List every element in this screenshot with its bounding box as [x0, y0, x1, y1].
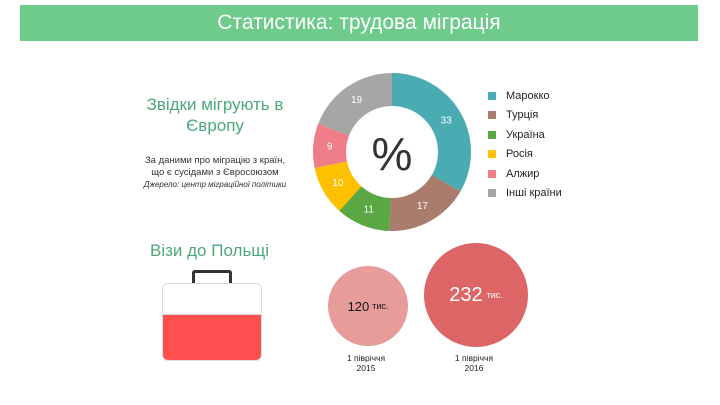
donut-slice-label-1: 33: [441, 115, 453, 126]
donut-slice-label-4: 10: [332, 178, 344, 189]
legend-swatch-1: [488, 91, 496, 100]
visa-value-2016: 232: [449, 283, 483, 306]
suitcase-flag-icon: [162, 283, 262, 361]
migration-donut-chart: 33 17 11 10 9 19%: [313, 73, 471, 231]
legend-swatch-5: [488, 169, 496, 178]
period-2015: 1 півріччя 2015: [326, 353, 406, 373]
legend-item-3: Україна: [488, 125, 562, 145]
legend-swatch-3: [488, 130, 496, 139]
migration-heading-line1: Звідки мігрують в: [146, 95, 284, 114]
legend-item-6: Інші країни: [488, 184, 562, 204]
flag-white-stripe: [163, 284, 261, 315]
period-2016-line1: 1 півріччя: [454, 353, 494, 363]
donut-slice-4: [314, 161, 362, 211]
legend-swatch-6: [488, 189, 496, 198]
page-title: Статистика: трудова міграція: [20, 5, 698, 41]
donut-slice-1: [392, 73, 471, 192]
legend-swatch-4: [488, 150, 496, 159]
legend-label-6: Інші країни: [506, 187, 562, 200]
donut-slice-2: [389, 175, 461, 231]
flag-red-stripe: [163, 315, 261, 360]
donut-slice-3: [339, 186, 391, 231]
legend-item-5: Алжир: [488, 164, 562, 184]
period-2015-line1: 1 півріччя: [346, 353, 386, 363]
visa-heading: Візи до Польщі: [150, 241, 270, 260]
suitcase-handle: [192, 270, 232, 284]
legend-label-2: Турція: [506, 109, 539, 122]
donut-slice-label-6: 19: [351, 95, 363, 106]
donut-slice-6: [318, 73, 392, 136]
donut-center-label: %: [372, 128, 413, 180]
migration-heading-line2: Європу: [186, 116, 244, 135]
legend-swatch-2: [488, 111, 496, 120]
chart-legend: Марокко Турція Україна Росія Алжир Інші країн…: [488, 86, 562, 203]
visa-bubble-2015: 120 тис.: [328, 266, 408, 346]
migration-subtext-line1: За даними про міграцію з країн,: [144, 155, 286, 166]
legend-label-1: Марокко: [506, 89, 550, 102]
visa-value-2015: 120: [347, 298, 370, 314]
legend-label-5: Алжир: [506, 167, 540, 180]
legend-label-3: Україна: [506, 128, 545, 141]
legend-item-2: Турція: [488, 106, 562, 126]
donut-slice-5: [313, 123, 350, 169]
donut-slice-label-2: 17: [417, 201, 429, 212]
donut-slice-label-5: 9: [327, 142, 333, 153]
legend-label-4: Росія: [506, 148, 533, 161]
legend-item-1: Марокко: [488, 86, 562, 106]
donut-slice-label-3: 11: [364, 205, 375, 216]
visa-unit-2016: тис.: [486, 290, 503, 300]
migration-subtext: За даними про міграцію з країн, що є сус…: [110, 155, 320, 179]
visa-unit-2015: тис.: [372, 301, 389, 311]
legend-item-4: Росія: [488, 145, 562, 165]
period-2015-line2: 2015: [356, 363, 376, 373]
period-2016: 1 півріччя 2016: [434, 353, 514, 373]
migration-source: Джерело: центр міграційної політики: [143, 180, 287, 189]
period-2016-line2: 2016: [464, 363, 484, 373]
migration-heading: Звідки мігрують в Європу: [120, 94, 310, 136]
visa-bubble-2016: 232 тис.: [424, 243, 528, 347]
migration-subtext-line2: що є сусідами з Євросоюзом: [151, 167, 279, 178]
